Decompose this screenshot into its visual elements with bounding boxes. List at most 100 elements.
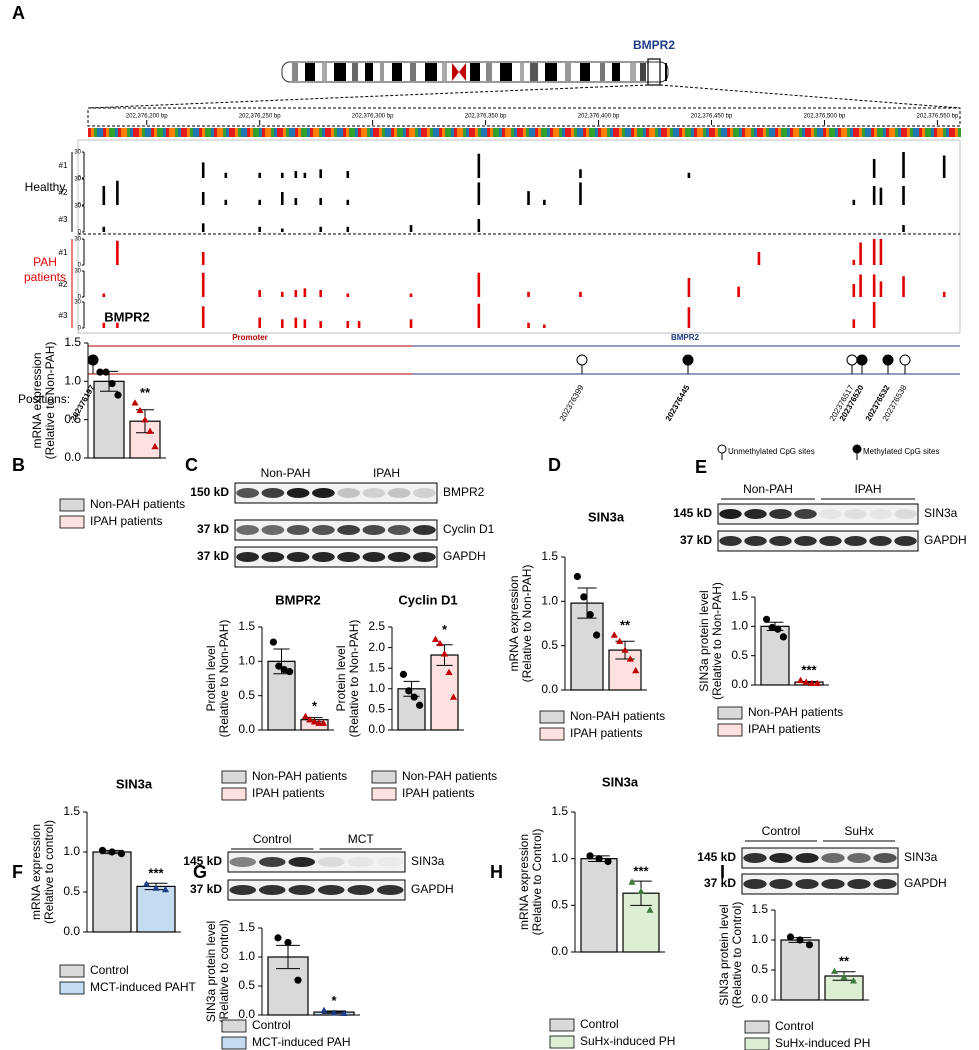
sequence-strip bbox=[367, 128, 370, 137]
blot-band bbox=[362, 525, 386, 535]
blot-band bbox=[844, 536, 867, 546]
methylation-bar bbox=[319, 169, 322, 178]
chromosome-band bbox=[600, 63, 605, 81]
y-axis-label: (Relative to Non-PAH) bbox=[217, 620, 231, 738]
chromosome-band bbox=[425, 63, 437, 81]
chromosome-band bbox=[392, 63, 402, 81]
blot-band bbox=[744, 536, 767, 546]
blot-band bbox=[821, 879, 845, 889]
blot-band bbox=[236, 525, 259, 535]
y-tick-label: 0.5 bbox=[63, 884, 80, 898]
sequence-strip bbox=[436, 128, 439, 137]
y-axis-label: (Relative to Control) bbox=[730, 902, 744, 1009]
legend-label: IPAH patients bbox=[90, 514, 162, 528]
data-point bbox=[440, 650, 449, 657]
sequence-strip bbox=[739, 128, 742, 137]
methylation-bar bbox=[102, 322, 106, 328]
sequence-strip bbox=[649, 128, 652, 137]
sequence-strip bbox=[550, 128, 553, 137]
methylation-bar bbox=[258, 290, 261, 297]
methylation-bar bbox=[872, 239, 876, 265]
data-point bbox=[628, 878, 636, 885]
chromosome-band bbox=[530, 63, 538, 81]
chromosome-band bbox=[520, 63, 524, 81]
track-tick-label: 0 bbox=[78, 230, 82, 236]
gene-label: BMPR2 bbox=[633, 38, 675, 52]
blot-band bbox=[387, 525, 411, 535]
sequence-strip bbox=[799, 128, 802, 137]
blot-band bbox=[769, 879, 793, 889]
sequence-strip bbox=[658, 128, 661, 137]
y-tick-label: 0.5 bbox=[238, 978, 255, 992]
methylation-bar bbox=[942, 291, 946, 297]
blot-band bbox=[744, 509, 767, 519]
panel-letter: I bbox=[720, 862, 725, 882]
sequence-strip bbox=[598, 128, 601, 137]
sequence-strip bbox=[958, 128, 961, 137]
data-point bbox=[98, 846, 107, 855]
chromosome-band bbox=[410, 63, 416, 81]
data-point bbox=[108, 848, 116, 856]
sequence-strip bbox=[955, 128, 958, 137]
sequence-strip bbox=[634, 128, 637, 137]
sequence-strip bbox=[805, 128, 808, 137]
sequence-strip bbox=[196, 128, 199, 137]
sequence-strip bbox=[97, 128, 100, 137]
methylation-bar bbox=[224, 199, 228, 205]
sequence-strip bbox=[457, 128, 460, 137]
sequence-strip bbox=[463, 128, 466, 137]
sequence-strip bbox=[727, 128, 730, 137]
methylation-bar bbox=[116, 240, 119, 265]
sequence-strip bbox=[208, 128, 211, 137]
data-point bbox=[786, 933, 795, 941]
significance: *** bbox=[633, 864, 649, 879]
sequence-strip bbox=[313, 128, 316, 137]
data-point bbox=[616, 637, 624, 644]
sequence-strip bbox=[703, 128, 706, 137]
track-tick-label: 0 bbox=[78, 326, 82, 332]
track-tick-label: 0 bbox=[78, 295, 82, 301]
y-axis-label: (Relative to Non-PAH) bbox=[520, 565, 534, 683]
blot-band bbox=[743, 853, 767, 863]
sequence-strip bbox=[952, 128, 955, 137]
sequence-strip bbox=[133, 128, 136, 137]
blot-band bbox=[387, 488, 411, 498]
sequence-strip bbox=[622, 128, 625, 137]
data-point bbox=[796, 936, 804, 944]
sequence-strip bbox=[907, 128, 910, 137]
methylation-bar bbox=[201, 192, 205, 205]
sequence-strip bbox=[802, 128, 805, 137]
sequence-strip bbox=[790, 128, 793, 137]
y-tick-label: 1.0 bbox=[731, 619, 748, 633]
sequence-strip bbox=[418, 128, 421, 137]
sequence-strip bbox=[682, 128, 685, 137]
sequence-strip bbox=[250, 128, 253, 137]
significance: *** bbox=[801, 663, 817, 678]
data-point bbox=[161, 886, 170, 893]
sequence-strip bbox=[619, 128, 622, 137]
sequence-strip bbox=[394, 128, 397, 137]
data-point bbox=[445, 668, 453, 676]
methylation-bar bbox=[258, 172, 261, 178]
legend-label: IPAH patients bbox=[570, 726, 642, 740]
sequence-strip bbox=[700, 128, 703, 137]
panel-letter: H bbox=[490, 862, 503, 882]
methylation-bar bbox=[201, 272, 205, 297]
data-point bbox=[830, 967, 839, 974]
y-tick-label: 1.0 bbox=[368, 681, 385, 695]
y-tick-label: 0.5 bbox=[64, 412, 81, 426]
sequence-strip bbox=[289, 128, 292, 137]
blot-group-label: Control bbox=[253, 832, 292, 846]
sequence-strip bbox=[199, 128, 202, 137]
cpg-pin bbox=[846, 354, 858, 366]
data-point bbox=[763, 615, 771, 623]
blot-size-label: 145 kD bbox=[697, 850, 736, 864]
methylation-bar bbox=[294, 198, 298, 205]
sequence-strip bbox=[949, 128, 952, 137]
methylation-bar bbox=[357, 321, 361, 328]
blot-band bbox=[413, 525, 436, 535]
blot-strip bbox=[234, 482, 438, 504]
data-point bbox=[131, 399, 139, 406]
sample-label: #3 bbox=[59, 215, 68, 224]
sequence-strip bbox=[337, 128, 340, 137]
